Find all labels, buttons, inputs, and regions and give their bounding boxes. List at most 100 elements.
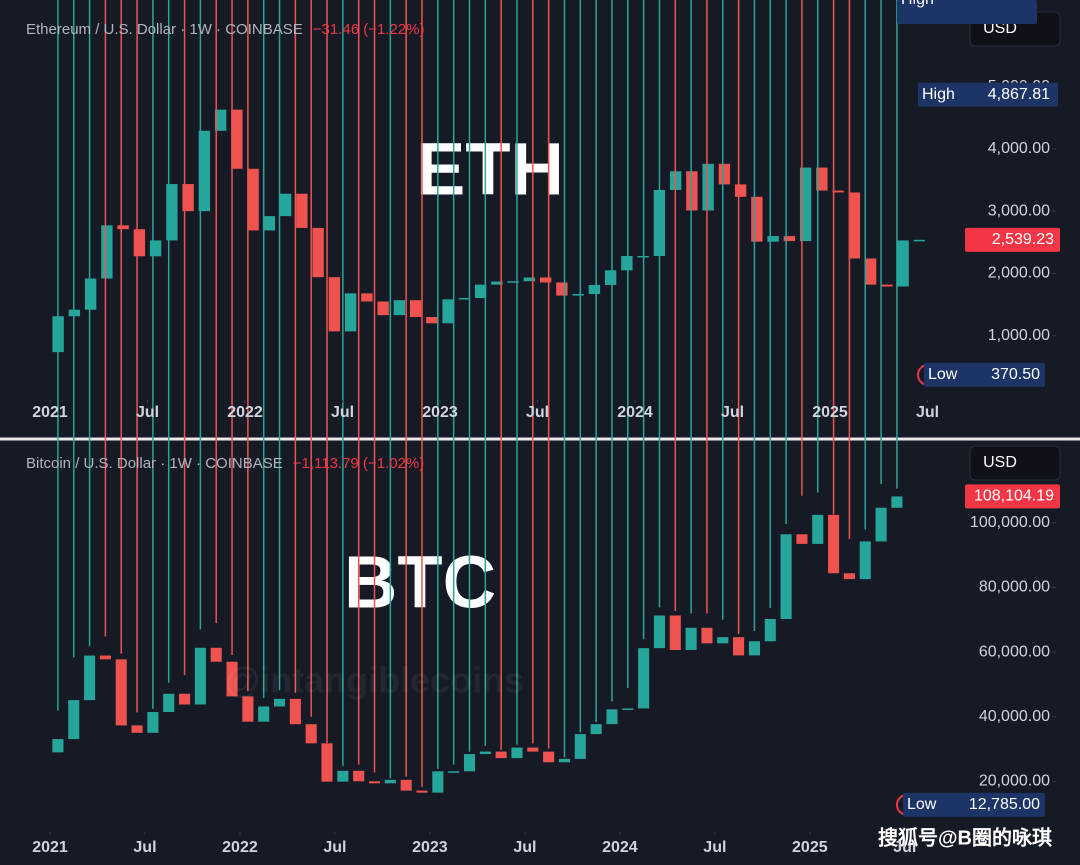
candle-body — [832, 190, 844, 193]
candle-body — [783, 236, 796, 242]
candle-body — [511, 747, 523, 759]
candle-body — [574, 734, 586, 759]
x-tick-label: 2023 — [422, 404, 458, 421]
candle-body — [344, 293, 357, 332]
candle-body — [133, 229, 146, 257]
last-price-label: 2,539.23 — [992, 231, 1054, 248]
candle-body — [409, 300, 422, 318]
candle-body — [816, 167, 828, 191]
last-price-box — [965, 484, 1060, 509]
candle-body — [913, 239, 926, 242]
candle-body — [764, 618, 776, 642]
candle-body — [686, 171, 698, 211]
candle-body — [717, 637, 729, 644]
candle-body — [231, 109, 243, 169]
candle-body — [426, 317, 438, 324]
x-tick-label: Jul — [331, 404, 354, 421]
candle-body — [638, 648, 650, 709]
y-tick-label: 80,000.00 — [979, 579, 1050, 596]
candle-body — [606, 709, 618, 725]
candle-body — [321, 743, 333, 782]
candle-body — [572, 293, 584, 296]
candle-body — [432, 771, 444, 793]
candle-body — [337, 770, 349, 782]
price-change: −1,113.79 (−1.02%) — [293, 455, 424, 472]
candle-body — [556, 282, 568, 296]
candle-body — [733, 637, 745, 656]
candle-body — [368, 781, 381, 784]
candle-body — [767, 236, 779, 242]
candle-body — [328, 277, 341, 332]
candle-body — [101, 225, 113, 279]
candle-body — [479, 751, 491, 755]
x-tick-label: Jul — [513, 839, 536, 856]
overlay-label: BTC — [344, 541, 496, 624]
candle-body — [539, 277, 552, 283]
y-tick-label: 40,000.00 — [979, 708, 1050, 725]
candle-body — [718, 163, 731, 185]
candle-body — [799, 167, 812, 242]
candle-body — [458, 298, 471, 300]
candle-body — [84, 278, 97, 310]
candle-body — [859, 541, 871, 580]
price-change: −31.46 (−1.22%) — [313, 21, 425, 38]
candle-body — [734, 184, 747, 197]
candle-body — [669, 615, 681, 650]
candle-body — [115, 659, 127, 726]
candle-body — [875, 507, 887, 542]
candle-body — [117, 225, 129, 230]
candle-body — [210, 647, 222, 662]
candle-body — [796, 534, 808, 544]
candle-body — [279, 193, 292, 217]
y-tick-label: 2,000.00 — [988, 265, 1050, 282]
low-value: 370.50 — [991, 366, 1040, 383]
candle-body — [702, 163, 714, 211]
x-tick-label: 2021 — [32, 404, 68, 421]
currency-label[interactable]: USD — [983, 454, 1017, 471]
high-box — [918, 82, 1058, 107]
candle-body — [242, 696, 254, 722]
low-value: 12,785.00 — [969, 796, 1040, 813]
candle-body — [442, 299, 454, 324]
candle-body — [198, 130, 211, 212]
currency-label[interactable]: USD — [983, 20, 1017, 37]
high-text: High — [901, 0, 934, 8]
x-tick-label: Jul — [323, 839, 346, 856]
chart-title: Ethereum / U.S. Dollar · 1W · COINBASE — [26, 21, 303, 38]
candle-body — [604, 270, 617, 285]
candle-body — [848, 192, 861, 259]
candle-body — [312, 227, 324, 278]
x-tick-label: Jul — [893, 839, 916, 856]
candle-body — [194, 647, 206, 705]
overlay-label: ETH — [416, 128, 564, 211]
candle-body — [377, 301, 389, 316]
low-box — [924, 362, 1045, 387]
candle-body — [353, 770, 365, 782]
candle-body — [448, 771, 460, 773]
candle-body — [590, 724, 602, 735]
candle-body — [182, 184, 194, 212]
candle-body — [653, 615, 665, 649]
candle-body — [289, 698, 301, 725]
candle-body — [400, 779, 412, 791]
low-text: Low — [907, 796, 937, 813]
candle-body — [226, 661, 238, 697]
candle-body — [843, 573, 855, 580]
candle-body — [99, 655, 111, 660]
x-tick-label: 2021 — [32, 839, 68, 856]
x-tick-label: 2022 — [222, 839, 258, 856]
candle-body — [52, 739, 64, 753]
candle-body — [163, 693, 175, 713]
candle-body — [588, 284, 601, 294]
candle-body — [685, 627, 697, 650]
candle-body — [263, 216, 276, 231]
x-tick-label: Jul — [136, 404, 159, 421]
candle-body — [393, 300, 406, 316]
x-tick-label: Jul — [916, 404, 939, 421]
footer: 搜狐号@B圈的咏琪 — [878, 825, 1052, 849]
x-tick-label: Jul — [721, 404, 744, 421]
candle-body — [68, 700, 80, 740]
candle-body — [751, 196, 763, 242]
candle-body — [558, 758, 571, 763]
